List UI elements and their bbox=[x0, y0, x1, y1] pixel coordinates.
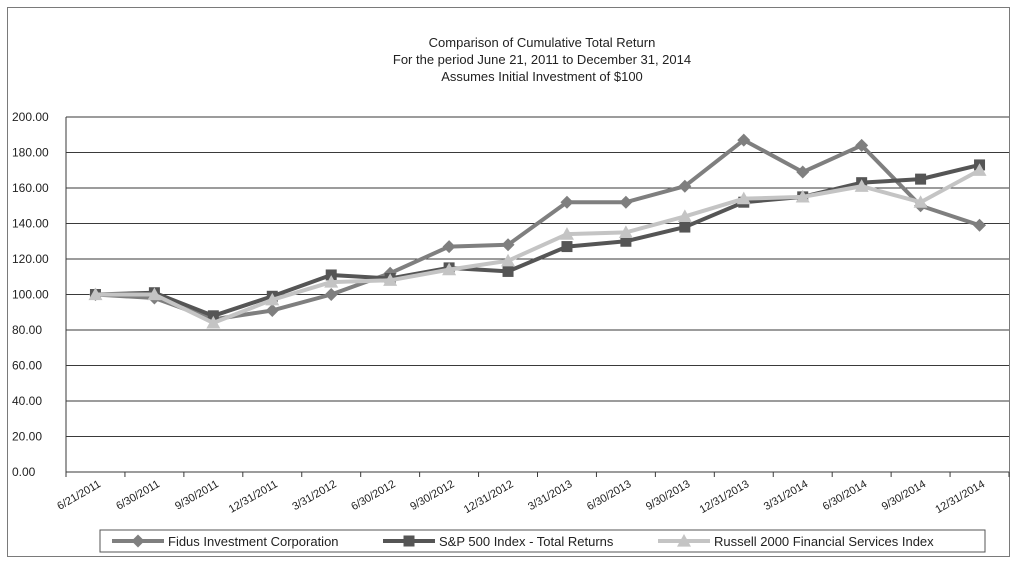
data-point-series-3 bbox=[736, 191, 751, 205]
series-line-3 bbox=[95, 168, 981, 325]
data-point-series-3 bbox=[442, 262, 457, 276]
data-point-series-1 bbox=[973, 218, 987, 232]
data-point-series-3 bbox=[324, 275, 339, 288]
y-tick-label: 60.00 bbox=[12, 359, 42, 373]
legend-marker-1 bbox=[131, 534, 145, 548]
data-point-series-1 bbox=[265, 303, 279, 317]
data-point-series-3 bbox=[265, 292, 280, 306]
data-point-series-2 bbox=[207, 310, 219, 322]
x-tick-label: 12/31/2013 bbox=[698, 478, 752, 516]
y-tick-label: 160.00 bbox=[12, 181, 49, 195]
data-point-series-3 bbox=[913, 195, 928, 208]
x-tick-label: 3/31/2012 bbox=[290, 478, 338, 513]
data-point-series-3 bbox=[147, 287, 162, 301]
x-tick-label: 12/31/2011 bbox=[227, 478, 280, 516]
y-tick-label: 40.00 bbox=[12, 394, 42, 408]
data-point-series-1 bbox=[619, 195, 633, 209]
x-tick-label: 6/30/2011 bbox=[114, 478, 162, 512]
data-point-series-1 bbox=[796, 165, 810, 179]
legend-label-2: S&P 500 Index - Total Returns bbox=[439, 534, 614, 549]
x-tick-label: 9/30/2013 bbox=[644, 478, 692, 513]
x-tick-label: 9/30/2014 bbox=[880, 478, 928, 513]
x-tick-label: 12/31/2014 bbox=[933, 478, 987, 516]
x-tick-label: 9/30/2011 bbox=[173, 478, 221, 512]
x-tick-label: 3/31/2013 bbox=[526, 478, 574, 513]
y-tick-label: 80.00 bbox=[12, 323, 42, 337]
legend-marker-2 bbox=[403, 535, 415, 547]
chart-subtitle-1: For the period June 21, 2011 to December… bbox=[393, 52, 691, 67]
x-tick-label: 3/31/2014 bbox=[762, 478, 810, 513]
data-point-series-2 bbox=[561, 241, 573, 253]
y-tick-label: 180.00 bbox=[12, 146, 49, 160]
x-tick-label: 12/31/2012 bbox=[462, 478, 516, 516]
chart-frame bbox=[7, 7, 1010, 557]
y-tick-label: 0.00 bbox=[12, 465, 36, 479]
x-tick-label: 6/21/2011 bbox=[55, 478, 103, 512]
data-point-series-3 bbox=[677, 209, 692, 222]
data-point-series-3 bbox=[618, 225, 633, 238]
x-tick-label: 6/30/2013 bbox=[585, 478, 633, 513]
y-tick-label: 20.00 bbox=[12, 430, 42, 444]
data-point-series-1 bbox=[737, 133, 751, 147]
data-point-series-3 bbox=[383, 273, 398, 286]
legend-marker-3 bbox=[677, 534, 691, 547]
x-tick-label: 9/30/2012 bbox=[408, 478, 456, 513]
series-line-1 bbox=[95, 138, 981, 322]
data-point-series-1 bbox=[324, 288, 338, 301]
x-tick-label: 6/30/2014 bbox=[821, 478, 869, 513]
data-point-series-2 bbox=[502, 265, 514, 277]
data-point-series-3 bbox=[559, 227, 574, 240]
data-point-series-2 bbox=[915, 173, 927, 185]
data-point-series-3 bbox=[206, 315, 221, 329]
data-point-series-1 bbox=[501, 238, 515, 252]
chart-subtitle-2: Assumes Initial Investment of $100 bbox=[441, 69, 643, 84]
data-point-series-1 bbox=[560, 195, 574, 209]
data-point-series-3 bbox=[854, 179, 869, 192]
data-point-series-1 bbox=[678, 179, 692, 193]
data-point-series-2 bbox=[325, 269, 337, 281]
y-tick-label: 200.00 bbox=[12, 110, 49, 124]
legend-label-1: Fidus Investment Corporation bbox=[168, 534, 339, 549]
data-point-series-2 bbox=[620, 235, 632, 247]
legend-box bbox=[99, 529, 986, 553]
y-tick-label: 120.00 bbox=[12, 252, 49, 266]
data-point-series-3 bbox=[88, 287, 103, 301]
y-tick-label: 100.00 bbox=[12, 288, 49, 302]
legend-label-3: Russell 2000 Financial Services Index bbox=[714, 534, 934, 549]
data-point-series-1 bbox=[855, 138, 869, 152]
data-point-series-2 bbox=[679, 221, 691, 233]
y-tick-label: 140.00 bbox=[12, 217, 49, 231]
chart-title: Comparison of Cumulative Total Return bbox=[429, 35, 656, 50]
data-point-series-3 bbox=[795, 189, 810, 203]
data-point-series-3 bbox=[972, 163, 987, 176]
data-point-series-1 bbox=[442, 240, 456, 254]
data-point-series-3 bbox=[501, 253, 516, 267]
x-tick-label: 6/30/2012 bbox=[349, 478, 397, 513]
